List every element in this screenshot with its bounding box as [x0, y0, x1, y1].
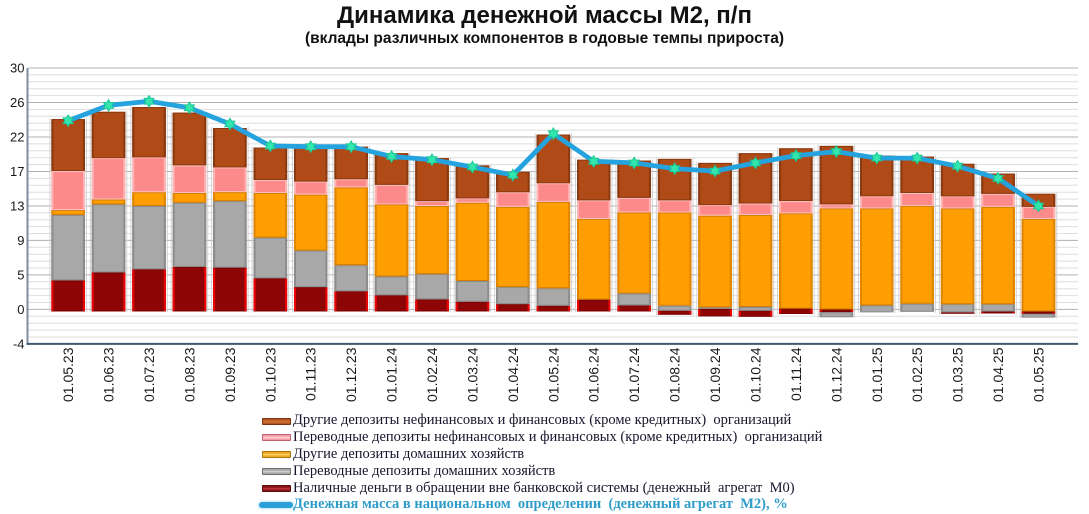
svg-text:01.11.23: 01.11.23: [303, 347, 319, 401]
svg-text:26: 26: [10, 95, 24, 110]
svg-text:01.06.23: 01.06.23: [101, 347, 117, 402]
svg-text:01.10.24: 01.10.24: [748, 347, 764, 402]
svg-text:13: 13: [10, 199, 24, 214]
svg-text:01.09.24: 01.09.24: [707, 347, 723, 402]
svg-text:01.03.24: 01.03.24: [464, 347, 480, 402]
svg-text:01.04.24: 01.04.24: [505, 347, 521, 402]
svg-text:01.12.23: 01.12.23: [343, 347, 359, 402]
svg-text:01.05.24: 01.05.24: [545, 347, 561, 402]
svg-text:9: 9: [17, 233, 24, 248]
svg-text:01.05.23: 01.05.23: [60, 347, 76, 402]
svg-text:17: 17: [10, 164, 24, 179]
svg-text:01.02.24: 01.02.24: [424, 347, 440, 402]
svg-text:30: 30: [10, 61, 24, 76]
svg-text:5: 5: [17, 268, 24, 283]
svg-text:01.05.25: 01.05.25: [1031, 347, 1047, 402]
svg-text:01.01.24: 01.01.24: [384, 347, 400, 402]
svg-text:01.08.23: 01.08.23: [181, 347, 197, 402]
svg-text:01.11.24: 01.11.24: [788, 347, 804, 401]
svg-text:22: 22: [10, 130, 24, 145]
svg-text:01.08.24: 01.08.24: [667, 347, 683, 402]
svg-text:-4: -4: [13, 337, 25, 352]
svg-text:01.04.25: 01.04.25: [990, 347, 1006, 402]
svg-text:01.01.25: 01.01.25: [869, 347, 885, 402]
svg-text:01.07.23: 01.07.23: [141, 347, 157, 402]
svg-text:01.09.23: 01.09.23: [222, 347, 238, 402]
svg-text:0: 0: [17, 302, 24, 317]
svg-text:01.10.23: 01.10.23: [262, 347, 278, 402]
svg-text:01.12.24: 01.12.24: [828, 347, 844, 402]
svg-text:01.03.25: 01.03.25: [950, 347, 966, 402]
svg-text:01.07.24: 01.07.24: [626, 347, 642, 402]
svg-text:01.06.24: 01.06.24: [586, 347, 602, 402]
svg-text:01.02.25: 01.02.25: [909, 347, 925, 402]
